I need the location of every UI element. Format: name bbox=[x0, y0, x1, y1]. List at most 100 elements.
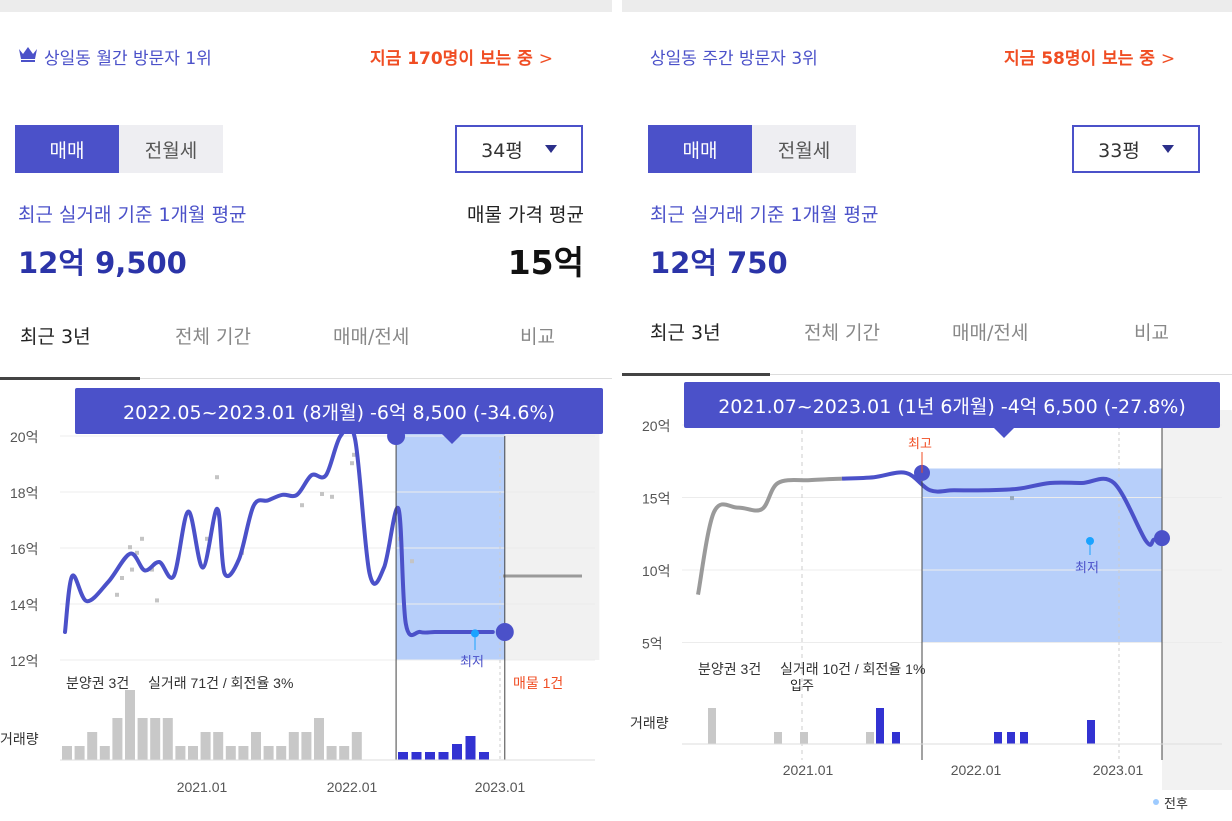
period-tabs: 최근 3년 전체 기간 매매/전세 비교 bbox=[622, 318, 1232, 376]
caret-down-icon bbox=[1161, 145, 1174, 153]
viewing-now-link[interactable]: 지금 58명이 보는 중 > bbox=[1004, 44, 1175, 69]
tab-all-period[interactable]: 전체 기간 bbox=[175, 326, 251, 348]
volume-bar bbox=[708, 708, 716, 744]
listing-avg-label: 매물 가격 평균 bbox=[467, 204, 584, 226]
y-tick-label: 16억 bbox=[10, 541, 38, 557]
volume-bar bbox=[452, 744, 462, 760]
trade-dot bbox=[350, 461, 354, 466]
toggle-rent[interactable]: 전월세 bbox=[144, 139, 198, 162]
tab-all-period[interactable]: 전체 기간 bbox=[804, 322, 880, 344]
volume-axis-label: 거래량 bbox=[630, 715, 669, 731]
trade-dot bbox=[205, 536, 209, 541]
trade-dot bbox=[130, 567, 134, 572]
trade-dot bbox=[1010, 496, 1014, 501]
visitor-rank[interactable]: 상일동 주간 방문자 3위 bbox=[650, 44, 818, 69]
period-change-tooltip: 2021.07~2023.01 (1년 6개월) -4억 6,500 (-27.… bbox=[684, 382, 1220, 438]
tab-recent-3y[interactable]: 최근 3년 bbox=[20, 326, 91, 348]
viewing-now-link[interactable]: 지금 170명이 보는 중 > bbox=[370, 44, 553, 69]
chevron-right-icon: > bbox=[538, 49, 553, 69]
range-start-point bbox=[914, 464, 930, 481]
period-change-tooltip: 2022.05~2023.01 (8개월) -6억 8,500 (-34.6%) bbox=[75, 388, 603, 444]
volume-bar bbox=[800, 732, 808, 744]
volume-bar bbox=[774, 732, 782, 744]
volume-bar bbox=[175, 746, 186, 760]
volume-bar bbox=[1087, 720, 1095, 744]
volume-bar bbox=[479, 752, 489, 760]
crown-icon bbox=[18, 46, 38, 67]
area-select[interactable]: 33평 bbox=[1072, 125, 1200, 173]
recent-avg-label: 최근 실거래 기준 1개월 평균 bbox=[650, 204, 879, 226]
volume-bar bbox=[994, 732, 1002, 744]
volume-bar bbox=[1007, 732, 1015, 744]
tab-compare[interactable]: 비교 bbox=[520, 326, 555, 348]
volume-bar bbox=[162, 718, 173, 760]
listing-avg-price: 15억 bbox=[507, 243, 584, 282]
trade-dot bbox=[128, 545, 132, 550]
volume-bar bbox=[866, 732, 874, 744]
volume-bar bbox=[301, 732, 312, 760]
volume-bar bbox=[188, 746, 198, 760]
volume-bar bbox=[238, 746, 249, 760]
volume-bar bbox=[62, 746, 72, 760]
x-tick-label: 2022.01 bbox=[327, 779, 378, 795]
highlight-band bbox=[396, 430, 505, 660]
top-bar bbox=[622, 0, 1232, 12]
volume-bar bbox=[276, 746, 287, 760]
trade-dot bbox=[155, 598, 159, 603]
toggle-sale[interactable]: 매매 bbox=[15, 125, 119, 173]
presale-count: 분양권 3건 bbox=[698, 661, 761, 677]
legend-label: 전후 bbox=[1164, 796, 1188, 811]
period-tabs: 최근 3년 전체 기간 매매/전세 비교 bbox=[0, 322, 612, 380]
tab-sale-jeonse[interactable]: 매매/전세 bbox=[333, 326, 410, 348]
trade-dot bbox=[120, 576, 124, 580]
trade-dot bbox=[410, 559, 414, 564]
volume-bar bbox=[251, 732, 261, 760]
volume-bar bbox=[398, 752, 408, 760]
tooltip-text: 2022.05~2023.01 (8개월) -6억 8,500 (-34.6%) bbox=[123, 401, 555, 424]
toggle-rent[interactable]: 전월세 bbox=[777, 139, 831, 162]
range-end-point bbox=[1154, 530, 1170, 547]
toggle-sale[interactable]: 매매 bbox=[648, 125, 752, 173]
max-marker-label: 최고 bbox=[908, 436, 932, 451]
volume-bar bbox=[425, 752, 435, 760]
area-select-value: 34평 bbox=[481, 139, 523, 162]
volume-bar bbox=[326, 746, 337, 760]
tab-sale-jeonse[interactable]: 매매/전세 bbox=[952, 322, 1029, 344]
viewing-now-label: 지금 170명이 보는 중 bbox=[370, 49, 533, 69]
trade-dot bbox=[320, 492, 324, 496]
apartment-panel-right: 상일동 주간 방문자 3위 지금 58명이 보는 중 > 매매 전월세 33평 최… bbox=[622, 0, 1232, 821]
top-bar bbox=[0, 0, 612, 12]
apartment-panel-left: 상일동 월간 방문자 1위 지금 170명이 보는 중 > 매매 전월세 34평 … bbox=[0, 0, 612, 821]
price-line bbox=[841, 470, 1163, 547]
volume-bar bbox=[411, 752, 422, 760]
volume-bar bbox=[314, 718, 324, 760]
tab-recent-3y[interactable]: 최근 3년 bbox=[650, 322, 721, 344]
visitor-rank[interactable]: 상일동 월간 방문자 1위 bbox=[18, 44, 212, 69]
area-select[interactable]: 34평 bbox=[455, 125, 583, 173]
trade-dot bbox=[215, 475, 219, 480]
panel-gap bbox=[612, 0, 622, 821]
y-tick-label: 12억 bbox=[10, 653, 38, 669]
x-tick-label: 2021.01 bbox=[177, 779, 228, 795]
trade-dot bbox=[135, 550, 139, 555]
trade-dot bbox=[140, 536, 144, 541]
volume-bar bbox=[1020, 732, 1028, 744]
tab-divider bbox=[0, 378, 612, 379]
move-in-label: 입주 bbox=[790, 678, 814, 693]
trade-dot bbox=[300, 503, 304, 508]
trade-dot bbox=[115, 592, 119, 597]
x-tick-label: 2023.01 bbox=[1093, 762, 1144, 778]
y-tick-label: 20억 bbox=[642, 418, 670, 434]
highlight-band bbox=[922, 468, 1162, 643]
min-marker-label: 최저 bbox=[460, 654, 484, 669]
volume-bar bbox=[112, 718, 123, 760]
price-line bbox=[63, 424, 495, 637]
chevron-right-icon: > bbox=[1160, 49, 1176, 69]
presale-price-line bbox=[696, 476, 843, 595]
y-tick-label: 5억 bbox=[642, 636, 663, 652]
volume-bar bbox=[351, 732, 362, 760]
trade-dot bbox=[352, 452, 356, 457]
tab-compare[interactable]: 비교 bbox=[1134, 322, 1169, 344]
